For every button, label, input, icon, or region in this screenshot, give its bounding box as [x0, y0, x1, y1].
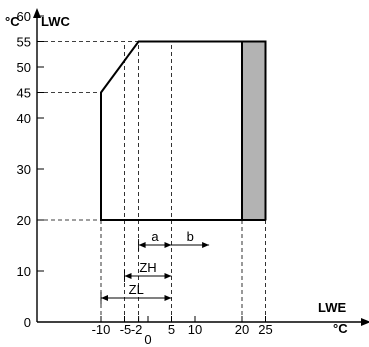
x-axis-arrow	[361, 318, 369, 326]
y-axis-ticks: 0 10 20 30 40 45 50 55 60	[17, 9, 44, 330]
dimension-line-zh-head-left	[124, 273, 132, 279]
dimension-line-a-head-left	[138, 242, 146, 248]
y-tick-label: 20	[17, 213, 31, 228]
y-tick-label: 30	[17, 162, 31, 177]
x-tick-label: 20	[235, 322, 249, 337]
x-tick-label: -10	[92, 322, 111, 337]
y-tick-label: 55	[17, 35, 31, 50]
y-tick-label: 45	[17, 86, 31, 101]
dimension-label-a: a	[151, 229, 159, 244]
y-tick-label: 40	[17, 111, 31, 126]
x-tick-label: 5	[168, 322, 175, 337]
y-tick-label: 60	[17, 9, 31, 24]
y-axis-name: LWC	[41, 14, 70, 29]
envelope-outline	[100, 40, 267, 221]
x-tick-label: -5	[120, 322, 132, 337]
dimension-lines	[100, 239, 210, 304]
dimension-label-zl: ZL	[129, 282, 144, 297]
y-axis-unit: °C	[5, 14, 20, 29]
y-tick-label: 0	[24, 315, 31, 330]
dimension-line-b-head-right	[202, 242, 210, 248]
dimension-line-a-head-right	[164, 242, 172, 248]
x-tick-label: 0	[144, 332, 151, 347]
dimension-label-b: b	[187, 229, 194, 244]
dimension-line-zh-head-right	[164, 273, 172, 279]
dimension-line-zl-head-right	[164, 295, 172, 301]
dimension-label-zh: ZH	[139, 260, 156, 275]
x-axis-unit: °C	[333, 321, 348, 336]
dashed-guides	[37, 41, 266, 322]
x-tick-label: -2	[131, 322, 143, 337]
x-tick-label: 25	[258, 322, 272, 337]
dimension-line-zl-head-left	[101, 295, 108, 301]
x-axis-name: LWE	[318, 300, 346, 315]
shaded-band	[241, 40, 267, 221]
y-tick-label: 10	[17, 264, 31, 279]
y-tick-label: 50	[17, 60, 31, 75]
x-tick-label: 10	[188, 322, 202, 337]
x-axis-ticks: -10 -5 -20 5 10 20 25	[92, 316, 273, 347]
